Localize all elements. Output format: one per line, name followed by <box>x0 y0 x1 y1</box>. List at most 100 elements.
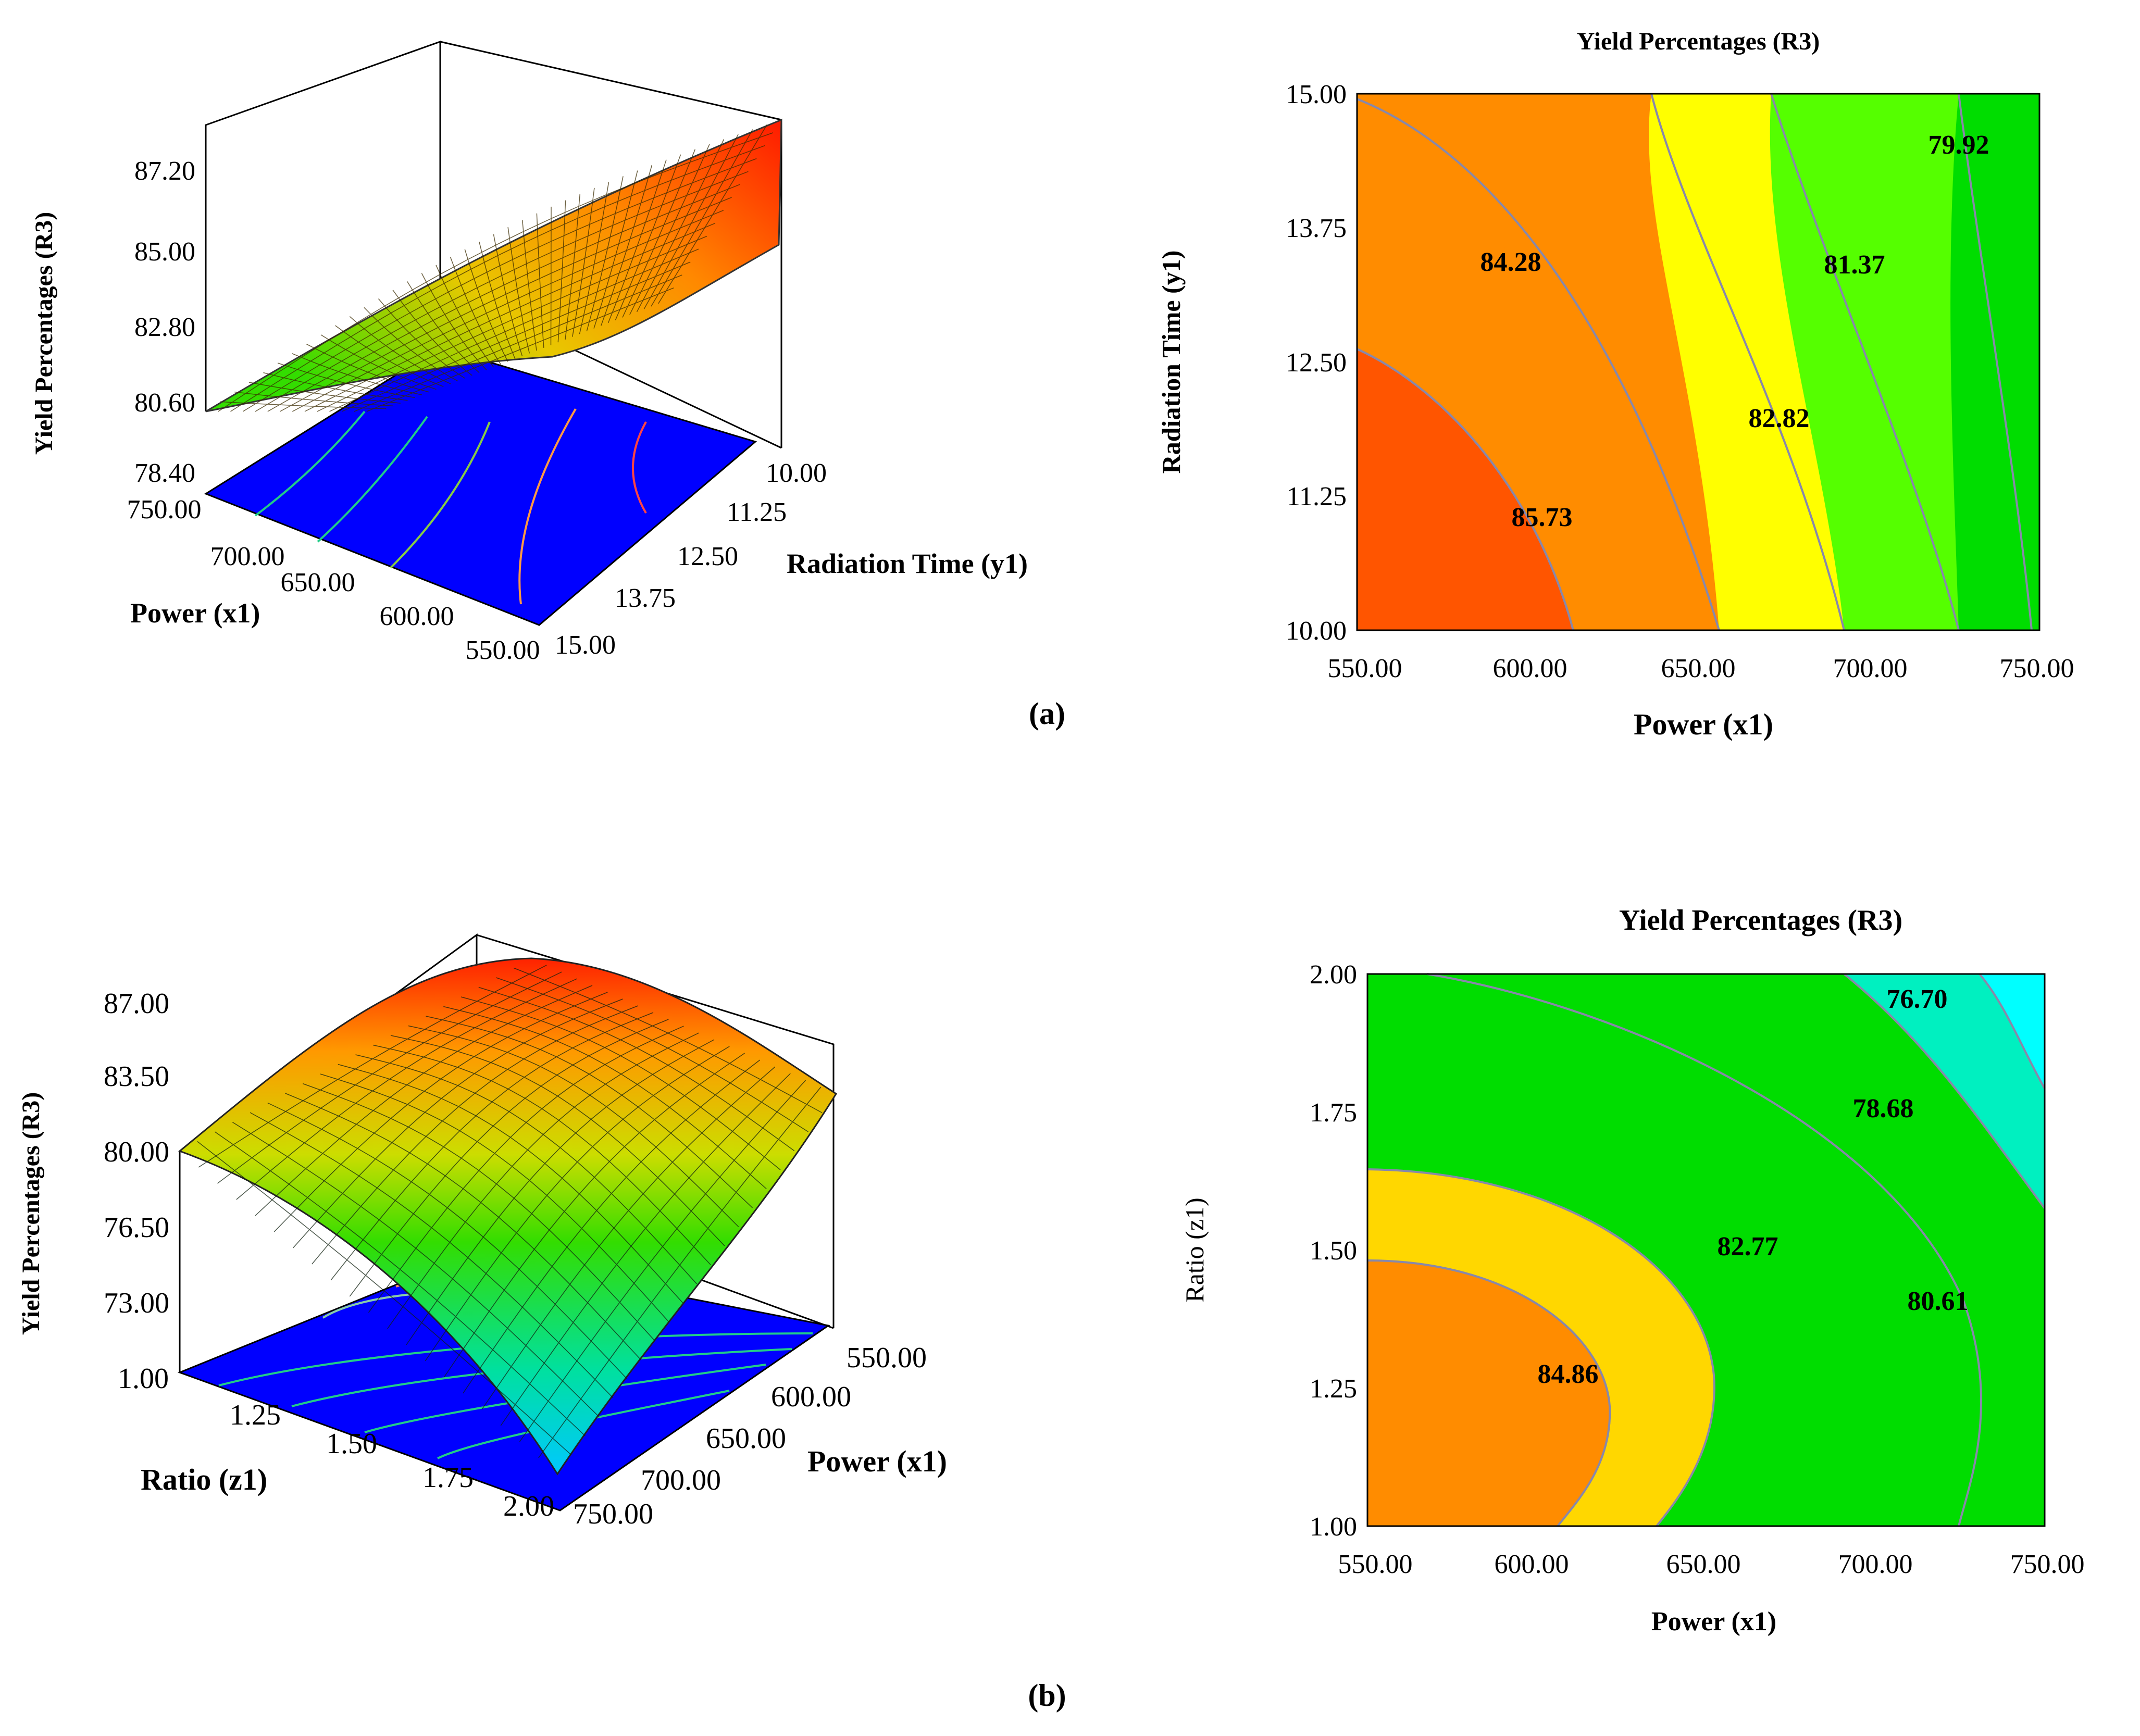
x-tick-label: 750.00 <box>2010 1550 2085 1579</box>
surface-a-mesh <box>205 118 782 413</box>
power-tick-label: 750.00 <box>127 495 202 524</box>
y-tick-label: 12.50 <box>1286 348 1347 378</box>
mesh-gridline <box>622 149 695 318</box>
contour-b-y-axis-label: Ratio (z1) <box>1180 1197 1209 1302</box>
mesh-gridline <box>643 134 739 309</box>
y-tick-label: 1.75 <box>1310 1098 1357 1128</box>
mesh-gridline <box>436 265 494 368</box>
mesh-gridline <box>651 129 753 307</box>
contour-a-lines <box>1357 93 2033 631</box>
mesh-gridline <box>496 977 808 1132</box>
z-tick-label: 76.50 <box>104 1212 169 1244</box>
mesh-gridline <box>479 242 516 359</box>
mesh-gridline <box>478 986 795 1152</box>
mesh-gridline <box>464 249 508 362</box>
power-tick-label: 600.00 <box>771 1381 851 1413</box>
x-tick-label: 550.00 <box>1338 1550 1413 1579</box>
x-tick-label: 600.00 <box>1495 1550 1569 1579</box>
mesh-gridline <box>390 1035 725 1246</box>
mesh-gridline <box>248 382 401 404</box>
surface-b-z-ticks: 87.00 83.50 80.00 76.50 73.00 <box>104 988 169 1319</box>
y-tick-label: 1.00 <box>1310 1512 1357 1542</box>
mesh-gridline <box>421 273 487 370</box>
surface-b-power-ticks: 550.00 600.00 650.00 700.00 750.00 <box>573 1342 927 1530</box>
contour-level-label: 76.70 <box>1887 984 1948 1014</box>
z-tick-label: 73.00 <box>104 1287 169 1319</box>
contour-region-orange <box>1367 1260 1610 1526</box>
x-tick-label: 750.00 <box>2000 654 2074 683</box>
mesh-gridline <box>355 1054 698 1284</box>
z-tick-label: 83.50 <box>104 1060 169 1093</box>
surface-plot-a: 87.20 85.00 82.80 80.60 78.40 Yield Perc… <box>30 40 1028 665</box>
surface-a-z-axis-label: Yield Percentages (R3) <box>30 212 58 455</box>
surface-b-ratio-ticks: 1.00 1.25 1.50 1.75 2.00 <box>118 1363 554 1522</box>
x-tick-label: 550.00 <box>1328 654 1402 683</box>
ratio-tick-label: 1.50 <box>326 1428 377 1460</box>
z-tick-label: 82.80 <box>134 313 195 342</box>
y-tick-label: 11.25 <box>1287 482 1347 511</box>
time-tick-label: 12.50 <box>677 542 738 571</box>
z-tick-label: 80.00 <box>104 1136 169 1168</box>
mesh-gridline <box>378 298 465 379</box>
x-tick-label: 650.00 <box>1661 654 1736 683</box>
power-tick-label: 550.00 <box>847 1342 927 1374</box>
x-tick-label: 700.00 <box>1838 1550 1913 1579</box>
surface-a-power-ticks: 750.00 700.00 650.00 600.00 550.00 <box>127 495 540 665</box>
power-tick-label: 750.00 <box>573 1498 653 1530</box>
contour-region-aqua <box>1844 974 2045 1208</box>
surface-a-time-ticks: 10.00 11.25 12.50 13.75 15.00 <box>555 458 827 660</box>
mesh-gridline <box>335 325 444 387</box>
power-tick-label: 700.00 <box>641 1464 721 1496</box>
contour-a-frame <box>1356 93 2041 631</box>
mesh-gridline <box>320 334 437 390</box>
panel-a-caption: (a) <box>1029 696 1065 731</box>
contour-region-cyan <box>1980 974 2045 1089</box>
contour-level-label: 84.28 <box>1480 247 1541 277</box>
z-tick-label: 80.60 <box>134 388 195 418</box>
surface-a-z-ticks: 87.20 85.00 82.80 80.60 78.40 <box>134 156 195 488</box>
mesh-gridline <box>557 200 566 343</box>
mesh-gridline <box>306 344 429 393</box>
mesh-gridline <box>507 227 530 354</box>
mesh-gridline <box>601 165 653 326</box>
contour-level-label: 81.37 <box>1824 250 1885 280</box>
mesh-gridline <box>593 170 638 329</box>
contour-b-title: Yield Percentages (R3) <box>1619 904 1902 936</box>
time-tick-label: 13.75 <box>615 583 676 613</box>
mesh-gridline <box>615 154 681 320</box>
contour-plot-b: Yield Percentages (R3) 84.86 82.77 80.61… <box>1180 904 2085 1637</box>
contour-a-y-axis-label: Radiation Time (y1) <box>1156 251 1186 474</box>
contour-region-orange-red <box>1357 349 1573 630</box>
power-tick-label: 650.00 <box>706 1422 786 1455</box>
y-tick-label: 15.00 <box>1286 80 1347 109</box>
contour-level-label: 78.68 <box>1853 1094 1914 1123</box>
x-tick-label: 700.00 <box>1833 654 1908 683</box>
ratio-tick-label: 2.00 <box>503 1490 554 1522</box>
mesh-gridline <box>629 144 710 315</box>
mesh-gridline <box>263 372 408 401</box>
panel-b-caption: (b) <box>1028 1678 1066 1713</box>
y-tick-label: 13.75 <box>1286 214 1347 243</box>
mesh-gridline <box>373 1044 711 1266</box>
mesh-gridline <box>461 996 781 1170</box>
mesh-gridline <box>493 234 523 357</box>
surface-b-power-axis-label: Power (x1) <box>807 1444 947 1478</box>
y-tick-label: 1.25 <box>1310 1374 1357 1404</box>
surface-a-floor-contours <box>254 408 647 605</box>
mesh-gridline <box>636 139 725 313</box>
contour-a-x-ticks: 550.00 600.00 650.00 700.00 750.00 <box>1328 654 2074 683</box>
surface-a-time-axis-label: Radiation Time (y1) <box>787 548 1028 579</box>
mesh-gridline <box>303 1083 655 1342</box>
contour-b-frame <box>1366 973 2046 1527</box>
contour-level-label: 80.61 <box>1908 1287 1969 1316</box>
z-tick-label: 87.00 <box>104 988 169 1020</box>
mesh-gridline <box>607 159 667 323</box>
time-tick-label: 10.00 <box>766 458 827 488</box>
mesh-gridline <box>292 353 422 395</box>
contour-b-lines <box>1367 973 2046 1527</box>
mesh-gridline <box>349 316 451 384</box>
z-tick-label: 78.40 <box>134 458 195 488</box>
mesh-gridline <box>234 391 394 407</box>
mesh-gridline <box>320 1073 669 1322</box>
mesh-gridline <box>407 281 480 373</box>
